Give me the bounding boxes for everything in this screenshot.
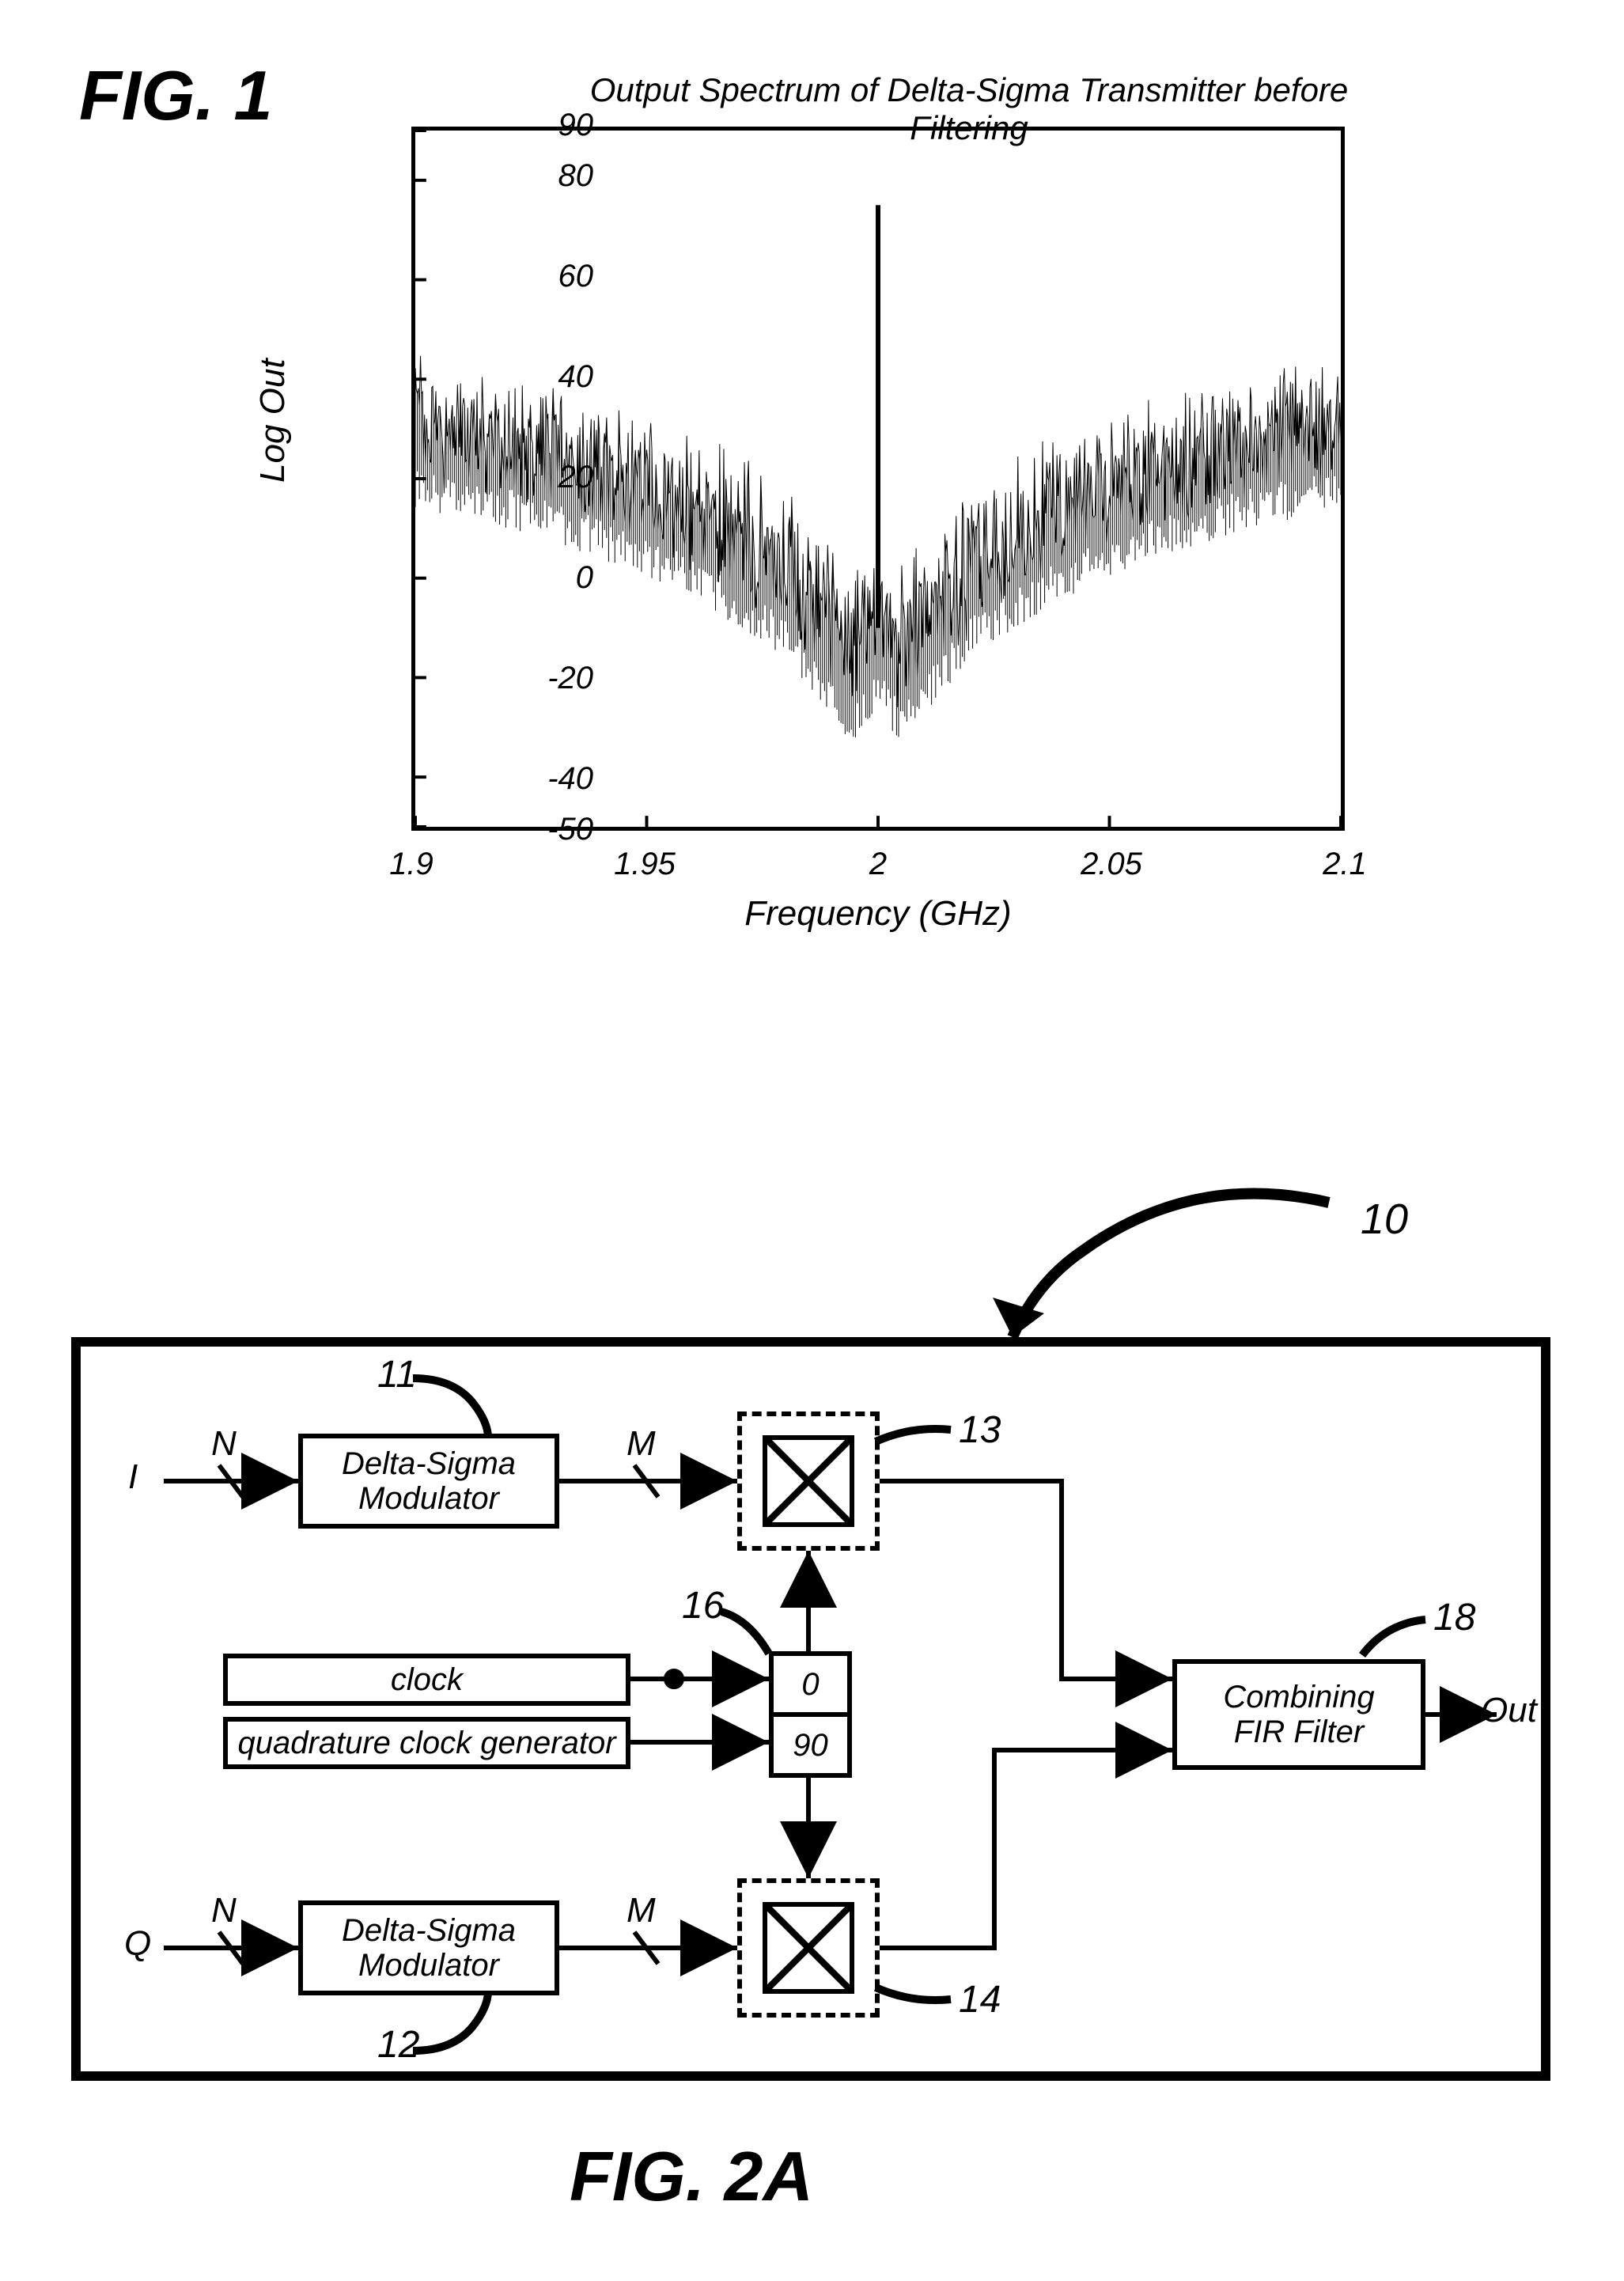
bus-m-q: M xyxy=(627,1891,656,1931)
x-tick: 1.95 xyxy=(589,847,700,882)
bus-n-i: N xyxy=(211,1424,237,1464)
ref-16: 16 xyxy=(682,1584,724,1627)
y-tick: 60 xyxy=(483,259,593,294)
x-tick: 2.05 xyxy=(1056,847,1167,882)
ref-18: 18 xyxy=(1433,1596,1475,1639)
system-ref-number: 10 xyxy=(1361,1195,1408,1244)
phase-0-block: 0 xyxy=(769,1651,852,1715)
y-tick: 40 xyxy=(483,359,593,395)
y-tick: -40 xyxy=(483,761,593,797)
combining-fir-filter: CombiningFIR Filter xyxy=(1172,1659,1425,1770)
delta-sigma-modulator-i: Delta-SigmaModulator xyxy=(298,1434,559,1529)
x-tick: 1.9 xyxy=(356,847,467,882)
ref-13: 13 xyxy=(959,1408,1001,1452)
y-tick: 20 xyxy=(483,460,593,495)
mixer-x-icon xyxy=(767,1907,850,1989)
y-tick: 90 xyxy=(483,108,593,143)
y-tick: 0 xyxy=(483,560,593,596)
y-tick: 80 xyxy=(483,158,593,194)
spectrum-chart: Output Spectrum of Delta-Sigma Transmitt… xyxy=(277,55,1400,957)
input-q-label: Q xyxy=(124,1924,151,1964)
x-tick: 2 xyxy=(823,847,933,882)
clock-block: clock xyxy=(223,1654,630,1706)
system-callout-arrow xyxy=(989,1179,1337,1337)
figure-1-label: FIG. 1 xyxy=(79,55,273,136)
bus-n-q: N xyxy=(211,1891,237,1931)
phase-90-block: 90 xyxy=(769,1715,852,1778)
y-tick: -20 xyxy=(483,661,593,696)
delta-sigma-modulator-q: Delta-SigmaModulator xyxy=(298,1900,559,1995)
bus-m-i: M xyxy=(627,1424,656,1464)
y-axis-label: Log Out xyxy=(253,358,293,483)
mixer-x-icon xyxy=(767,1440,850,1522)
output-label: Out xyxy=(1481,1691,1537,1730)
block-diagram-frame: Delta-SigmaModulator Delta-SigmaModulato… xyxy=(71,1337,1550,2081)
x-tick: 2.1 xyxy=(1289,847,1400,882)
mixer-q xyxy=(737,1878,880,2018)
ref-12: 12 xyxy=(377,2023,419,2067)
y-tick: -50 xyxy=(483,812,593,847)
x-axis-label: Frequency (GHz) xyxy=(411,894,1345,934)
quadrature-clock-generator: quadrature clock generator xyxy=(223,1717,630,1769)
mixer-i xyxy=(737,1411,880,1551)
ref-14: 14 xyxy=(959,1978,1001,2021)
figure-2a-label: FIG. 2A xyxy=(570,2136,813,2217)
ref-11: 11 xyxy=(377,1353,417,1396)
input-i-label: I xyxy=(128,1457,138,1497)
